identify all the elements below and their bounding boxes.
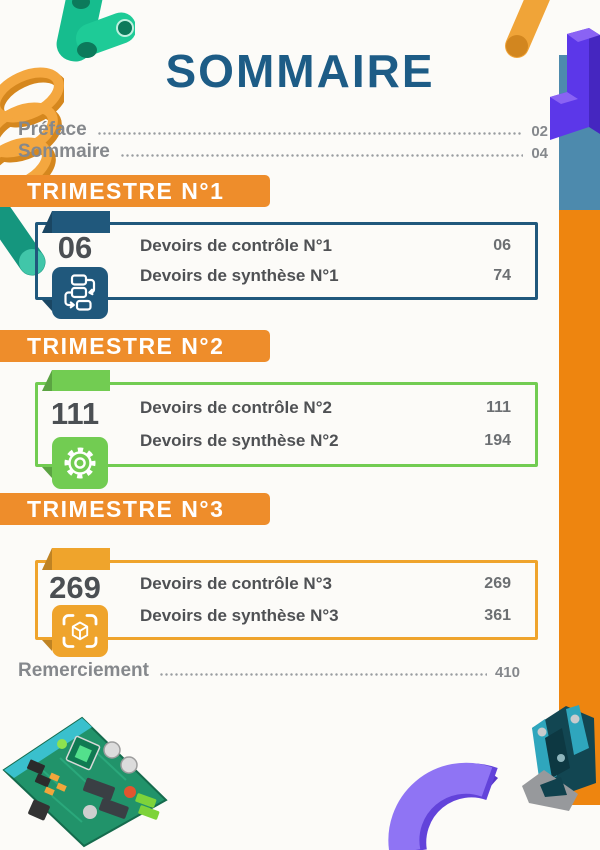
toc-page-number: 410 bbox=[494, 664, 520, 681]
cube-icon bbox=[62, 614, 98, 648]
dotted-leader bbox=[96, 131, 524, 136]
section-icon-box bbox=[52, 437, 108, 489]
entry-page-number: 111 bbox=[486, 399, 511, 416]
toc-entry: Devoirs de synthèse N°1 74 bbox=[140, 266, 511, 286]
toc-label: Sommaire bbox=[18, 141, 110, 162]
entry-page-number: 361 bbox=[484, 606, 511, 624]
toc-label: Préface bbox=[18, 119, 87, 140]
card-fold bbox=[42, 300, 52, 311]
toc-entry: Devoirs de synthèse N°2 194 bbox=[140, 431, 511, 451]
toc-row-preface: Préface 02 bbox=[18, 119, 548, 141]
toc-page-number: 04 bbox=[531, 145, 548, 162]
card-fold bbox=[42, 211, 52, 233]
dotted-leader bbox=[158, 672, 487, 677]
page-title: SOMMAIRE bbox=[165, 45, 435, 97]
toc-entry: Devoirs de contrôle N°1 06 bbox=[140, 236, 511, 256]
entry-label: Devoirs de contrôle N°3 bbox=[140, 574, 332, 594]
gear-icon bbox=[64, 447, 96, 479]
card-tab bbox=[52, 370, 110, 391]
entry-label: Devoirs de contrôle N°1 bbox=[140, 235, 332, 255]
entry-label: Devoirs de synthèse N°2 bbox=[140, 431, 339, 450]
sidebar-orange-segment bbox=[559, 210, 600, 805]
trimestre-2-banner: TRIMESTRE N°2 bbox=[0, 330, 270, 362]
ring-segment-icon bbox=[388, 762, 498, 850]
entry-label: Devoirs de contrôle N°2 bbox=[140, 398, 332, 417]
dotted-leader bbox=[119, 153, 524, 158]
entry-label: Devoirs de synthèse N°3 bbox=[140, 605, 339, 625]
toc-row-sommaire: Sommaire 04 bbox=[18, 141, 548, 163]
flowchart-icon bbox=[64, 274, 96, 311]
entry-page-number: 06 bbox=[493, 236, 511, 254]
circuit-board-icon bbox=[2, 716, 168, 848]
card-fold bbox=[42, 370, 52, 391]
toc-entry: Devoirs de contrôle N°2 111 bbox=[140, 398, 511, 418]
card-tab bbox=[52, 548, 110, 570]
entry-page-number: 74 bbox=[493, 267, 511, 285]
card-fold bbox=[42, 640, 52, 651]
toc-page-number: 02 bbox=[531, 123, 548, 140]
toc-entry: Devoirs de contrôle N°3 269 bbox=[140, 574, 511, 594]
trimestre-1-banner: TRIMESTRE N°1 bbox=[0, 175, 270, 207]
toc-row-remerciement: Remerciement 410 bbox=[18, 660, 520, 682]
entry-page-number: 269 bbox=[484, 575, 511, 593]
sidebar-blue-segment bbox=[559, 55, 600, 210]
trimestre-3-banner: TRIMESTRE N°3 bbox=[0, 493, 270, 525]
section-start-page: 269 bbox=[49, 570, 101, 605]
section-start-page: 06 bbox=[57, 230, 93, 265]
section-start-page: 111 bbox=[50, 396, 100, 431]
section-icon-box bbox=[52, 267, 108, 319]
entry-page-number: 194 bbox=[484, 432, 511, 449]
rod-icon bbox=[505, 0, 550, 58]
section-icon-box bbox=[52, 605, 108, 657]
card-fold bbox=[42, 467, 52, 478]
toc-entry: Devoirs de synthèse N°3 361 bbox=[140, 606, 511, 626]
card-tab bbox=[52, 211, 110, 233]
card-fold bbox=[42, 548, 52, 570]
entry-label: Devoirs de synthèse N°1 bbox=[140, 266, 339, 286]
trimestre-2-card: Devoirs de contrôle N°2 111 Devoirs de s… bbox=[35, 382, 538, 467]
toc-label: Remerciement bbox=[18, 660, 149, 681]
trimestre-3-card: Devoirs de contrôle N°3 269 Devoirs de s… bbox=[35, 560, 538, 640]
